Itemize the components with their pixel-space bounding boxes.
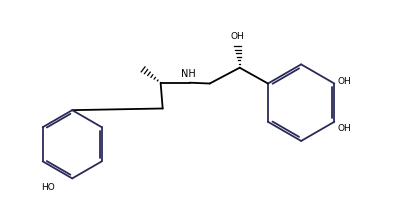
Text: HO: HO xyxy=(41,183,55,192)
Text: OH: OH xyxy=(337,124,351,133)
Text: OH: OH xyxy=(337,77,351,86)
Text: OH: OH xyxy=(231,32,244,41)
Text: NH: NH xyxy=(181,69,196,79)
